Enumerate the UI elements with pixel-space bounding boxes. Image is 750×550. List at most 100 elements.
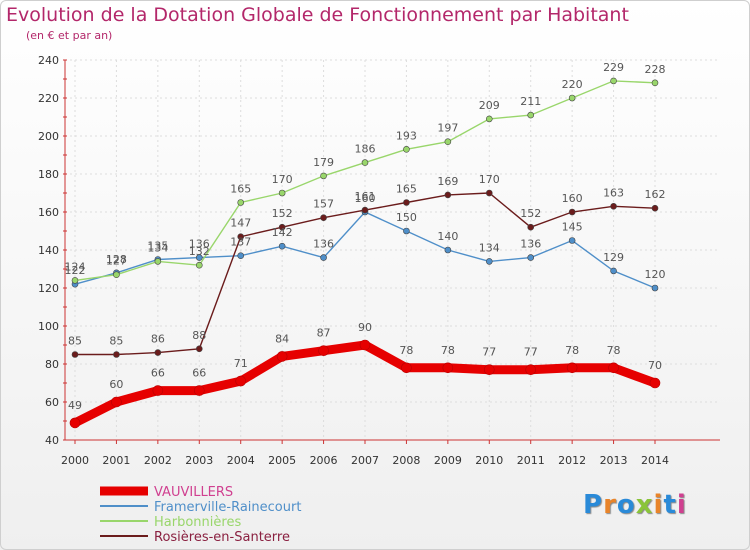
chart-title: Evolution de la Dotation Globale de Fonc…: [6, 4, 629, 26]
data-label: 186: [355, 143, 376, 156]
data-label: 193: [396, 129, 417, 142]
data-point: [444, 191, 452, 199]
legend-label: VAUVILLERS: [154, 485, 233, 500]
data-point: [318, 345, 329, 357]
data-label: 124: [65, 260, 86, 273]
data-point: [113, 271, 120, 279]
data-label: 87: [317, 327, 331, 340]
data-point: [485, 258, 493, 265]
y-tick-label: 140: [38, 244, 59, 257]
x-tick-label: 2007: [351, 454, 379, 467]
data-point: [152, 385, 164, 396]
data-point: [113, 351, 120, 358]
data-label: 49: [68, 399, 82, 412]
data-point: [485, 115, 493, 123]
data-point: [651, 284, 659, 292]
x-tick-label: 2010: [475, 454, 503, 467]
data-label: 134: [147, 241, 168, 254]
data-label: 136: [520, 238, 541, 251]
data-point: [195, 261, 203, 269]
data-point: [403, 146, 410, 153]
logo-letter: t: [663, 490, 677, 520]
data-label: 165: [396, 183, 417, 196]
data-label: 140: [437, 230, 458, 243]
data-point: [568, 208, 576, 216]
data-point: [403, 227, 410, 235]
x-tick-label: 2012: [558, 454, 586, 467]
data-point: [359, 339, 371, 351]
logo-letter: r: [603, 490, 617, 520]
data-label: 220: [562, 78, 583, 91]
data-label: 152: [520, 207, 541, 220]
data-point: [651, 204, 659, 212]
data-point: [566, 362, 578, 374]
data-point: [235, 375, 247, 387]
data-label: 161: [355, 190, 376, 203]
data-label: 134: [479, 241, 500, 254]
proxiti-logo: Proxiti: [583, 490, 687, 520]
data-point: [444, 246, 452, 254]
data-point: [568, 237, 576, 244]
y-tick-label: 220: [38, 92, 59, 105]
data-label: 86: [151, 333, 165, 346]
data-label: 197: [437, 122, 458, 135]
data-point: [485, 189, 493, 197]
legend-label: Rosières-en-Santerre: [154, 530, 290, 545]
data-point: [320, 172, 327, 180]
y-tick-label: 200: [38, 130, 59, 143]
data-label: 66: [192, 367, 206, 380]
data-label: 66: [151, 367, 165, 380]
data-point: [154, 258, 162, 265]
data-label: 147: [230, 217, 251, 230]
x-tick-label: 2013: [600, 454, 628, 467]
data-point: [401, 362, 412, 374]
x-tick-label: 2000: [61, 454, 89, 467]
data-point: [195, 254, 203, 261]
x-tick-label: 2003: [185, 454, 213, 467]
x-tick-label: 2006: [310, 454, 338, 467]
data-point: [651, 79, 659, 87]
y-tick-label: 240: [38, 54, 59, 67]
data-label: 179: [313, 156, 334, 169]
data-label: 127: [106, 255, 127, 268]
data-label: 145: [562, 221, 583, 234]
logo-letter: o: [616, 490, 636, 520]
data-point: [361, 159, 369, 166]
data-label: 152: [272, 207, 293, 220]
data-point: [195, 345, 203, 353]
data-label: 129: [603, 251, 624, 264]
data-label: 170: [272, 173, 293, 186]
logo-letter: x: [635, 490, 654, 520]
data-point: [361, 206, 369, 214]
data-label: 136: [313, 238, 334, 251]
data-point: [610, 267, 617, 275]
y-tick-label: 100: [38, 320, 59, 333]
x-tick-label: 2008: [392, 454, 420, 467]
data-label: 136: [189, 238, 210, 251]
data-point: [276, 351, 288, 362]
y-tick-label: 120: [38, 282, 59, 295]
data-point: [442, 362, 454, 374]
data-label: 165: [230, 183, 251, 196]
data-label: 137: [230, 236, 251, 249]
logo-letter: P: [583, 490, 604, 520]
data-label: 71: [234, 357, 248, 370]
data-label: 229: [603, 61, 624, 74]
data-label: 84: [275, 332, 289, 345]
data-point: [444, 138, 452, 145]
data-point: [320, 254, 327, 261]
data-point: [71, 351, 79, 358]
data-label: 78: [565, 344, 579, 357]
x-tick-label: 2014: [641, 454, 669, 467]
data-point: [154, 349, 162, 356]
data-point: [237, 199, 245, 206]
logo-letter: i: [653, 490, 664, 520]
data-label: 170: [479, 173, 500, 186]
data-point: [278, 189, 286, 197]
data-point: [193, 385, 205, 396]
data-point: [69, 417, 81, 429]
legend-label: Harbonnières: [154, 515, 241, 530]
data-label: 78: [441, 344, 455, 357]
data-label: 122: [65, 264, 86, 277]
data-point: [610, 203, 617, 210]
